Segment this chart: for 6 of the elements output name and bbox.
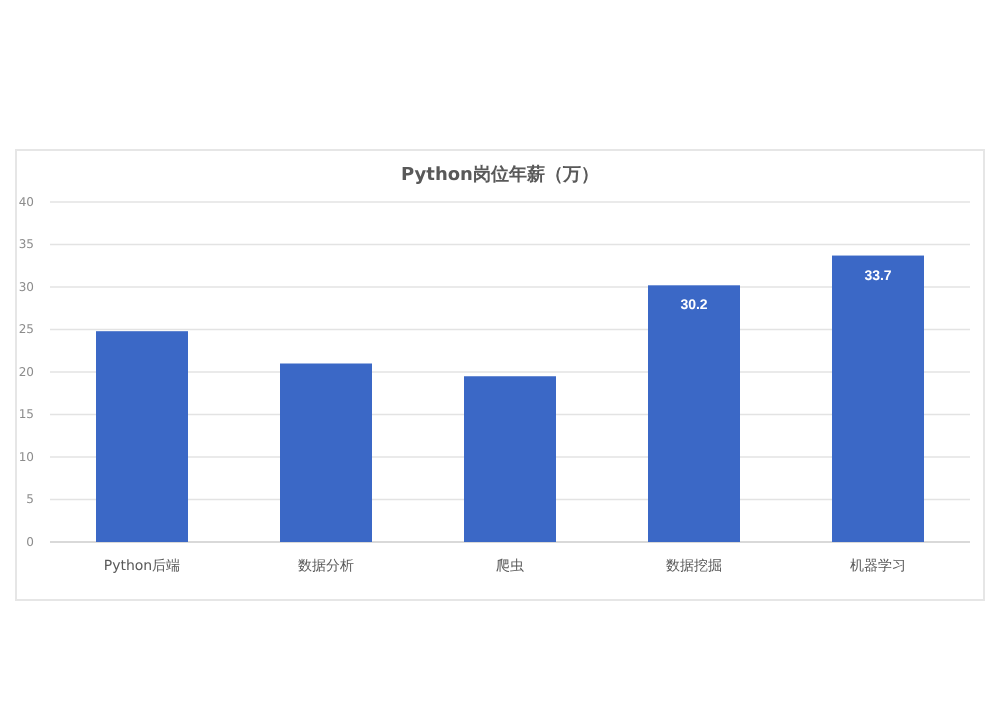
bar [832,255,924,542]
bar [464,376,556,542]
chart-title: Python岗位年薪（万） [401,164,599,186]
bar [648,285,740,542]
bar [280,363,372,542]
bar [96,331,188,542]
